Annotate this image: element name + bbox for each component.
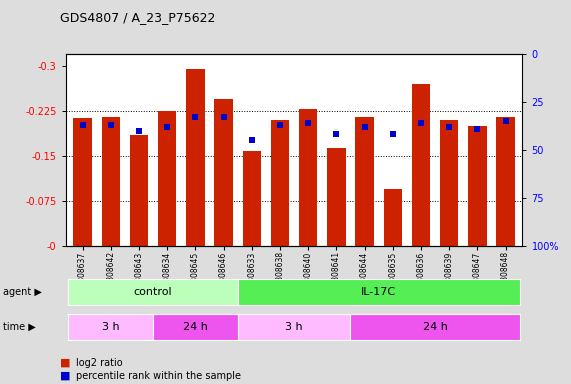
Point (445, 124, 454, 130)
Text: IL-17C: IL-17C (361, 287, 396, 297)
Bar (186, 69, 204, 246)
Point (134, 127, 143, 134)
Text: ■: ■ (60, 358, 70, 368)
Bar (243, 151, 261, 246)
Text: 3 h: 3 h (286, 322, 303, 332)
Bar (412, 84, 430, 246)
Text: control: control (134, 287, 172, 297)
Text: log2 ratio: log2 ratio (76, 358, 123, 368)
Text: percentile rank within the sample: percentile rank within the sample (76, 371, 241, 381)
Point (501, 118, 510, 124)
Bar (130, 135, 148, 246)
Text: time ▶: time ▶ (3, 322, 35, 332)
Point (332, 131, 341, 137)
Text: agent ▶: agent ▶ (3, 287, 42, 297)
Bar (214, 99, 233, 246)
Bar (384, 189, 402, 246)
Text: 3 h: 3 h (102, 322, 119, 332)
Text: GDS4807 / A_23_P75622: GDS4807 / A_23_P75622 (60, 12, 215, 25)
Text: ■: ■ (60, 371, 70, 381)
Bar (496, 117, 514, 246)
Point (191, 114, 200, 120)
Bar (74, 118, 92, 246)
Text: 24 h: 24 h (423, 322, 448, 332)
Point (275, 122, 284, 128)
Bar (271, 120, 289, 246)
Point (78, 122, 87, 128)
Bar (355, 117, 374, 246)
Bar (299, 109, 317, 246)
Point (360, 124, 369, 130)
Bar (158, 111, 176, 246)
Bar (327, 148, 345, 246)
Bar (102, 117, 120, 246)
Point (106, 122, 115, 128)
Point (219, 114, 228, 120)
Point (473, 126, 482, 132)
Point (416, 120, 425, 126)
Point (163, 124, 172, 130)
Text: 24 h: 24 h (183, 322, 208, 332)
Point (247, 137, 256, 143)
Point (304, 120, 313, 126)
Bar (468, 126, 486, 246)
Point (388, 131, 397, 137)
Bar (440, 120, 459, 246)
